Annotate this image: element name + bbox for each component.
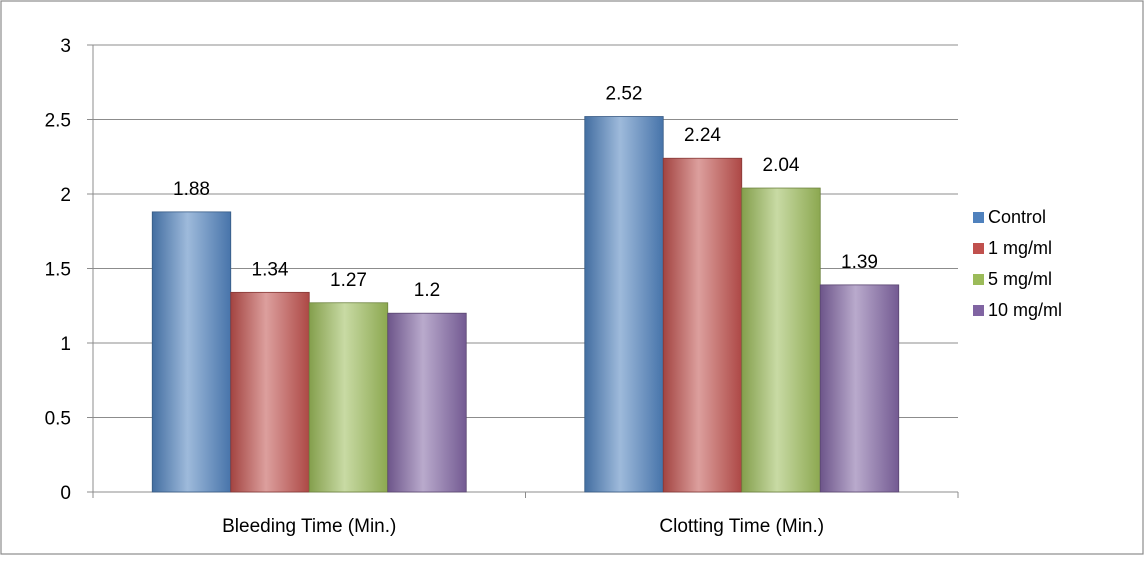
axes: 0 0.5 1 1.5 2 2.5 3 Bleeding Time (Min.) Clottin… — [45, 36, 959, 537]
bar — [387, 312, 467, 493]
legend-label: Control — [988, 207, 1046, 227]
legend: Control 1 mg/ml 5 mg/ml 10 mg/ml — [973, 207, 1062, 320]
x-tick-label: Clotting Time (Min.) — [659, 516, 824, 537]
y-tick-label: 2 — [60, 185, 71, 206]
bar — [584, 116, 664, 493]
y-tick-label: 2.5 — [45, 111, 71, 132]
bar — [819, 284, 900, 493]
legend-swatch — [973, 243, 984, 254]
bar — [662, 157, 743, 493]
data-label: 2.04 — [763, 155, 800, 176]
legend-label: 5 mg/ml — [988, 269, 1052, 289]
legend-label: 10 mg/ml — [988, 300, 1062, 320]
data-label: 1.39 — [841, 252, 878, 273]
data-label: 1.88 — [173, 179, 210, 200]
y-tick-label: 3 — [60, 36, 71, 57]
y-tick-label: 0 — [60, 483, 71, 504]
data-label: 2.52 — [606, 84, 643, 105]
bar — [230, 291, 310, 493]
data-label: 1.27 — [330, 270, 367, 291]
data-label: 2.24 — [684, 125, 721, 146]
data-labels: 1.88 1.34 1.27 1.2 2.52 2.24 2.04 1.39 — [173, 84, 878, 302]
legend-swatch — [973, 274, 984, 285]
y-tick-label: 1 — [60, 334, 71, 355]
x-tick-label: Bleeding Time (Min.) — [222, 516, 396, 537]
legend-swatch — [973, 305, 984, 316]
bar — [151, 211, 232, 493]
y-tick-label: 1.5 — [45, 260, 71, 281]
y-tick-label: 0.5 — [45, 409, 71, 430]
bar — [308, 302, 389, 493]
legend-swatch — [973, 212, 984, 223]
bar — [741, 187, 821, 493]
data-label: 1.34 — [252, 259, 289, 280]
bars — [151, 116, 900, 493]
data-label: 1.2 — [414, 280, 440, 301]
legend-label: 1 mg/ml — [988, 238, 1052, 258]
